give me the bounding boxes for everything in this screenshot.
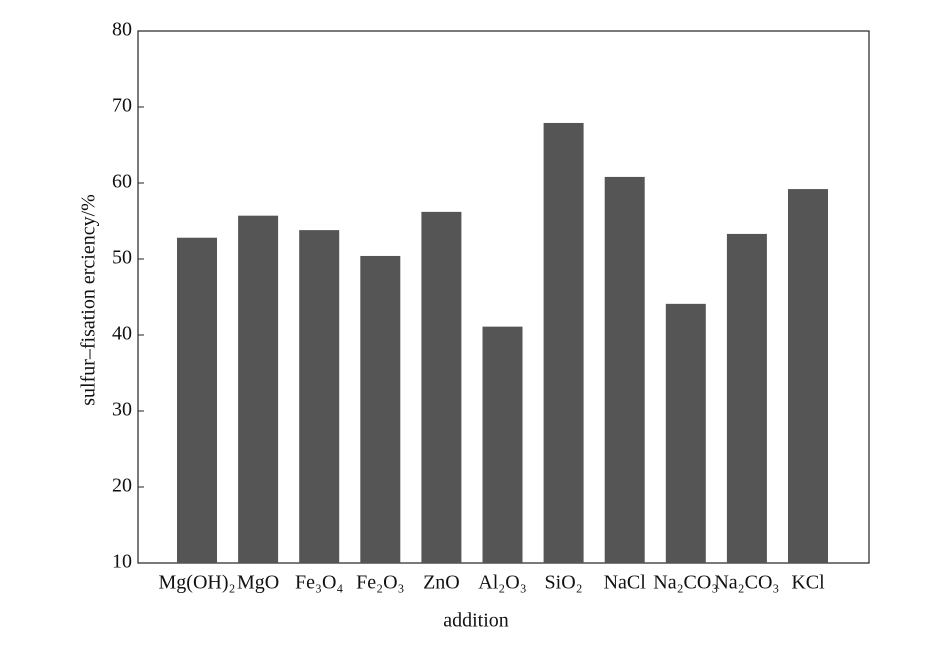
x-tick-label: Na₂CO₃ (653, 572, 718, 594)
x-axis-label: addition (443, 610, 509, 632)
x-tick-label: Fe₂O₃ (356, 572, 404, 594)
y-tick-label: 50 (112, 247, 132, 269)
bar (665, 303, 706, 563)
bar (482, 326, 523, 563)
bar (788, 189, 828, 563)
y-tick-label: 30 (112, 399, 132, 421)
x-tick-label: MgO (237, 572, 279, 594)
x-tick-label: Fe₃O₄ (295, 572, 343, 594)
x-tick-label: ZnO (423, 572, 460, 594)
bar (726, 233, 767, 564)
y-tick-label: 10 (112, 551, 132, 573)
x-tick-label: Mg(OH)₂ (159, 572, 236, 594)
y-tick-label: 40 (112, 323, 132, 345)
x-tick-label: SiO₂ (545, 572, 583, 594)
y-axis-label: sulfur–fisation erciency/% (78, 194, 100, 406)
x-tick-label: KCl (791, 572, 825, 594)
x-tick-label: Al₂O₃ (478, 572, 526, 594)
bar (177, 237, 217, 563)
y-tick-label: 80 (112, 19, 132, 41)
y-tick-label: 20 (112, 475, 132, 497)
bar (543, 122, 584, 564)
bar (238, 215, 279, 563)
x-tick-label: NaCl (604, 572, 647, 594)
bar (360, 255, 401, 563)
y-tick-label: 70 (112, 95, 132, 117)
x-tick-label: Na₂CO₃ (714, 572, 779, 594)
bar (421, 211, 462, 563)
y-tick-label: 60 (112, 171, 132, 193)
bar (299, 230, 340, 563)
bar (604, 176, 645, 564)
